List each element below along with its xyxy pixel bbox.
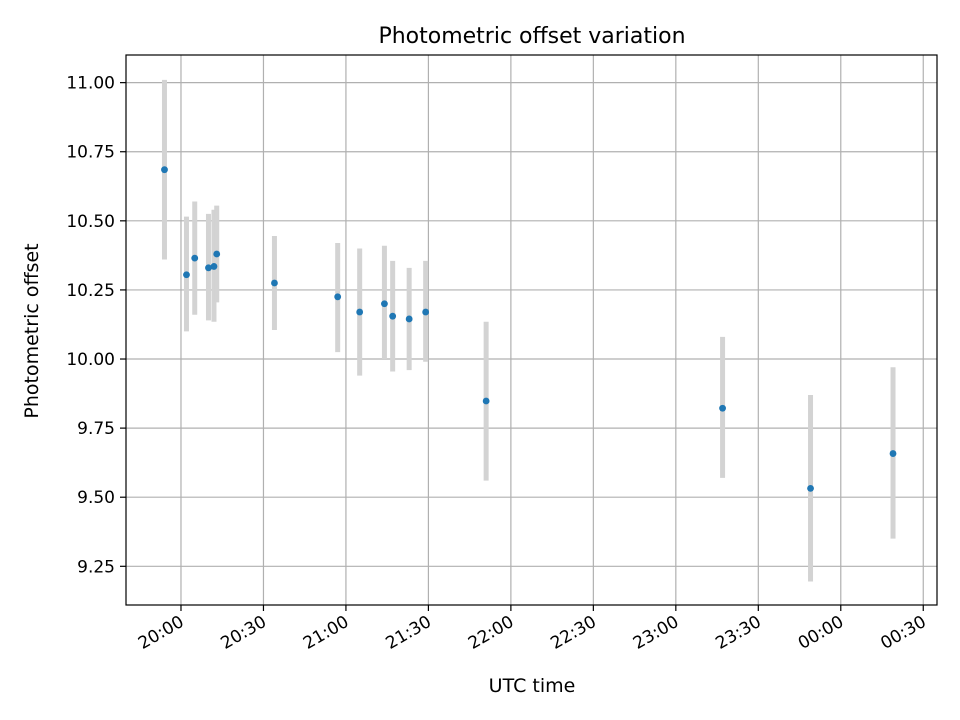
x-tick-label: 00:30 bbox=[877, 612, 929, 654]
x-tick-label: 23:30 bbox=[712, 612, 764, 654]
data-point bbox=[422, 308, 430, 316]
data-point bbox=[889, 450, 897, 457]
data-point bbox=[334, 293, 342, 301]
data-point bbox=[183, 271, 190, 279]
data-point bbox=[389, 312, 397, 320]
data-point bbox=[191, 254, 199, 262]
data-point bbox=[271, 279, 278, 287]
x-tick-label: 20:30 bbox=[218, 612, 270, 654]
data-point bbox=[356, 308, 364, 316]
x-tick-label: 20:00 bbox=[135, 612, 187, 654]
data-point bbox=[161, 166, 168, 174]
data-point bbox=[405, 315, 413, 323]
data-point bbox=[213, 250, 221, 258]
x-tick-label: 22:00 bbox=[465, 612, 517, 654]
x-tick-label: 23:00 bbox=[630, 612, 682, 654]
x-tick-label: 21:30 bbox=[382, 612, 434, 654]
data-point bbox=[205, 264, 212, 272]
y-tick-label: 9.25 bbox=[77, 557, 115, 577]
data-point bbox=[807, 484, 814, 492]
y-tick-label: 11.00 bbox=[66, 74, 115, 94]
y-tick-label: 10.75 bbox=[66, 143, 115, 163]
x-tick-label: 00:00 bbox=[795, 612, 847, 654]
chart-title: Photometric offset variation bbox=[378, 24, 685, 49]
grid-lines bbox=[126, 55, 937, 605]
y-tick-label: 9.75 bbox=[77, 419, 115, 439]
y-tick-label: 10.25 bbox=[66, 281, 115, 301]
data-point bbox=[482, 397, 490, 405]
x-axis-ticks: 20:00 20:30 21:00 21:30 22:00 22:30 23:00 23:30… bbox=[135, 605, 930, 654]
data-point bbox=[381, 300, 388, 308]
data-points bbox=[161, 166, 897, 492]
y-tick-label: 9.50 bbox=[77, 488, 115, 508]
x-tick-label: 22:30 bbox=[547, 612, 599, 654]
x-axis-label: UTC time bbox=[489, 675, 576, 697]
y-axis-ticks: 9.25 9.50 9.75 10.00 10.25 10.50 10.75 11.00 bbox=[66, 74, 126, 577]
y-tick-label: 10.00 bbox=[66, 350, 115, 370]
x-tick-label: 21:00 bbox=[300, 612, 352, 654]
y-tick-label: 10.50 bbox=[66, 212, 115, 232]
data-point bbox=[719, 404, 726, 412]
data-point bbox=[210, 263, 218, 270]
plot-area-frame bbox=[125, 54, 938, 606]
y-axis-label: Photometric offset bbox=[21, 243, 43, 418]
error-bars bbox=[161, 79, 896, 582]
